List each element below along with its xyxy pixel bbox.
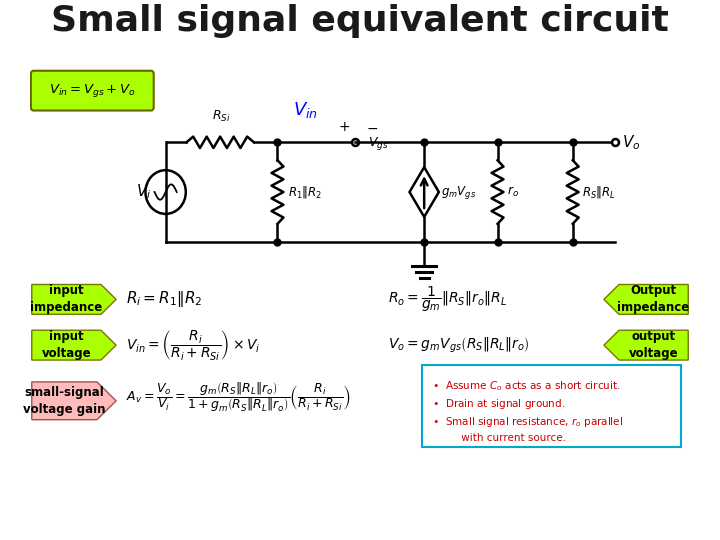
Text: Output
impedance: Output impedance — [618, 285, 690, 314]
Text: $r_o$: $r_o$ — [507, 185, 519, 199]
Text: $A_v = \dfrac{V_o}{V_i} = \dfrac{g_m\left(R_S \| R_L \| r_o\right)}{1 + g_m\left: $A_v = \dfrac{V_o}{V_i} = \dfrac{g_m\lef… — [126, 380, 351, 414]
Text: $R_i = R_1 \| R_2$: $R_i = R_1 \| R_2$ — [126, 289, 202, 309]
Text: $R_1 \| R_2$: $R_1 \| R_2$ — [289, 184, 323, 200]
Polygon shape — [32, 382, 116, 420]
Text: $V_o = g_m V_{gs} \left(R_S \| R_L \| r_o\right)$: $V_o = g_m V_{gs} \left(R_S \| R_L \| r_… — [387, 335, 529, 355]
Text: with current source.: with current source. — [431, 433, 565, 443]
Text: input
voltage: input voltage — [42, 330, 91, 360]
Text: small-signal
voltage gain: small-signal voltage gain — [23, 386, 106, 416]
Text: $V_{in} = \left(\dfrac{R_i}{R_i + R_{Si}}\right) \times V_i$: $V_{in} = \left(\dfrac{R_i}{R_i + R_{Si}… — [126, 328, 261, 362]
Text: $V_{in}$: $V_{in}$ — [292, 100, 318, 120]
Text: $\bullet$  Drain at signal ground.: $\bullet$ Drain at signal ground. — [431, 397, 565, 411]
Text: $V_{gs}$: $V_{gs}$ — [368, 135, 389, 152]
Text: $R_{Si}$: $R_{Si}$ — [212, 109, 231, 124]
Text: $V_o$: $V_o$ — [622, 133, 641, 152]
Text: $R_S \| R_L$: $R_S \| R_L$ — [582, 184, 616, 200]
Text: $V_i$: $V_i$ — [135, 183, 151, 201]
Polygon shape — [32, 285, 116, 314]
FancyBboxPatch shape — [423, 365, 681, 447]
FancyBboxPatch shape — [31, 71, 153, 111]
Polygon shape — [604, 285, 688, 314]
Text: $R_o = \dfrac{1}{g_m} \| R_S \| r_o \| R_L$: $R_o = \dfrac{1}{g_m} \| R_S \| r_o \| R… — [387, 285, 506, 314]
Text: input
impedance: input impedance — [30, 285, 102, 314]
Text: $V_{in} = V_{gs} + V_o$: $V_{in} = V_{gs} + V_o$ — [49, 82, 135, 99]
Text: $\bullet$  Small signal resistance, $r_o$ parallel: $\bullet$ Small signal resistance, $r_o$… — [431, 415, 623, 429]
Text: output
voltage: output voltage — [629, 330, 678, 360]
Text: Small signal equivalent circuit: Small signal equivalent circuit — [51, 4, 669, 38]
Text: $+$: $+$ — [338, 120, 351, 134]
Text: $g_m V_{gs}$: $g_m V_{gs}$ — [441, 184, 476, 200]
Polygon shape — [604, 330, 688, 360]
Polygon shape — [32, 330, 116, 360]
Text: $\bullet$  Assume $C_o$ acts as a short circuit.: $\bullet$ Assume $C_o$ acts as a short c… — [431, 379, 620, 393]
Text: $-$: $-$ — [366, 120, 378, 134]
